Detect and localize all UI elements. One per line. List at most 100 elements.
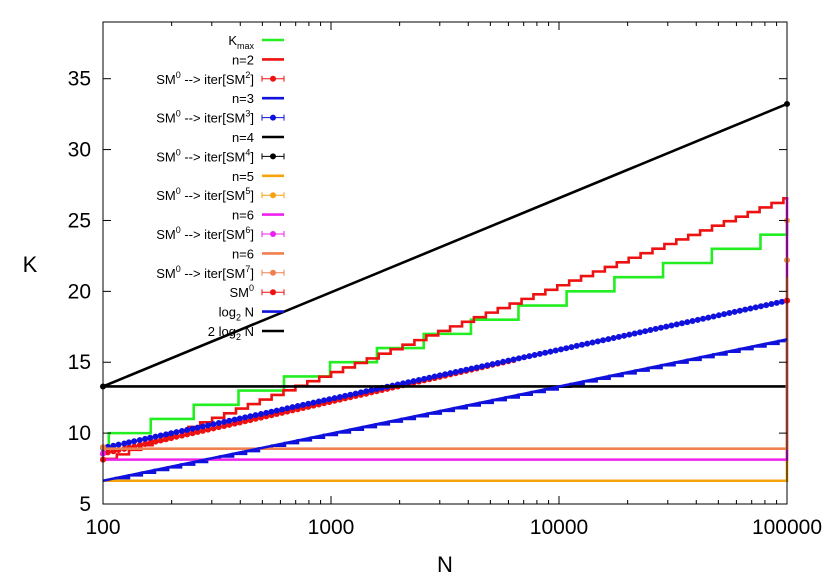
legend-entry: SM0 [229,283,285,300]
legend-label: log2 N [219,305,254,323]
legend-marker [270,75,276,82]
data-point [473,364,480,371]
data-point [500,358,507,365]
data-point [210,421,217,428]
data-point [352,390,359,397]
x-tick-label: 10000 [530,516,588,539]
data-point [763,302,770,309]
data-point [189,425,196,432]
x-tick-label: 100000 [752,516,822,539]
data-point [600,337,607,344]
legend-label: Kmax [228,33,254,51]
data-point [242,414,249,421]
data-point [668,322,675,329]
data-point [157,437,164,444]
data-point [747,305,754,312]
data-point [605,336,612,343]
legend-label: SM0 --> iter[SM3] [156,109,254,126]
data-point [421,375,428,382]
data-point [489,361,496,368]
data-point [279,406,286,413]
legend-marker [270,269,276,276]
data-point [679,320,686,327]
data-point [205,422,212,429]
data-point [147,434,154,441]
data-point [294,403,301,410]
data-point [447,370,454,377]
data-point [268,408,275,415]
data-point [315,398,322,405]
data-point [710,313,717,320]
data-point [642,328,649,335]
y-tick-label: 20 [68,280,91,303]
x-tick-label: 100 [85,516,120,539]
data-point [168,430,175,437]
data-point [510,356,517,363]
data-point [147,439,154,446]
legend-label: n=2 [232,52,254,67]
y-tick-label: 25 [68,209,91,232]
data-point [431,373,438,380]
data-point [331,395,338,402]
data-point [615,333,622,340]
data-point [494,359,501,366]
data-point [752,304,759,311]
legend-marker [270,153,276,160]
data-point [110,442,117,449]
data-point [205,426,212,433]
data-point [363,388,370,395]
data-point [573,342,580,349]
series-line [102,102,788,388]
legend-entry: SM0 --> iter[SM5] [156,186,285,203]
legend-entry: SM0 --> iter[SM4] [156,147,285,164]
legend-entry: n=6 [232,208,284,223]
y-tick-label: 15 [68,351,91,374]
data-point [142,441,149,448]
data-point [221,418,228,425]
data-point [621,332,628,339]
legend-marker [270,289,276,296]
data-point [252,412,259,419]
y-axis-label: K [23,252,38,277]
legend-label: SM0 [229,283,254,300]
data-point [415,376,422,383]
data-point [563,345,570,352]
legend-entry: n=3 [232,91,284,106]
data-point [168,435,175,442]
data-point [125,439,132,446]
data-point [215,424,222,431]
data-point [505,357,512,364]
series-0 [103,220,789,449]
data-point [231,416,238,423]
data-point [326,396,333,403]
data-point [736,307,743,314]
legend-entry: SM0 --> iter[SM6] [156,225,285,242]
data-point [157,432,164,439]
data-point [178,432,185,439]
legend-entry: 2 log2 N [208,324,284,342]
legend-label: 2 log2 N [208,324,254,342]
data-point [236,415,243,422]
data-point [531,352,538,359]
legend-entry: Kmax [228,33,284,51]
data-point [310,399,317,406]
data-point [626,331,633,338]
data-point [152,433,159,440]
data-point [568,344,575,351]
legend-entry: SM0 --> iter[SM7] [156,264,285,281]
data-point [342,392,349,399]
data-point [610,334,617,341]
data-point [152,438,159,445]
y-tick-label: 10 [68,422,91,445]
data-point [199,423,206,430]
data-point [189,430,196,437]
data-point [584,340,591,347]
data-point [357,389,364,396]
data-point [757,303,764,310]
data-point [115,441,122,448]
data-point [721,311,728,318]
series-1 [103,197,789,461]
data-point [400,380,407,387]
data-point [479,363,486,370]
